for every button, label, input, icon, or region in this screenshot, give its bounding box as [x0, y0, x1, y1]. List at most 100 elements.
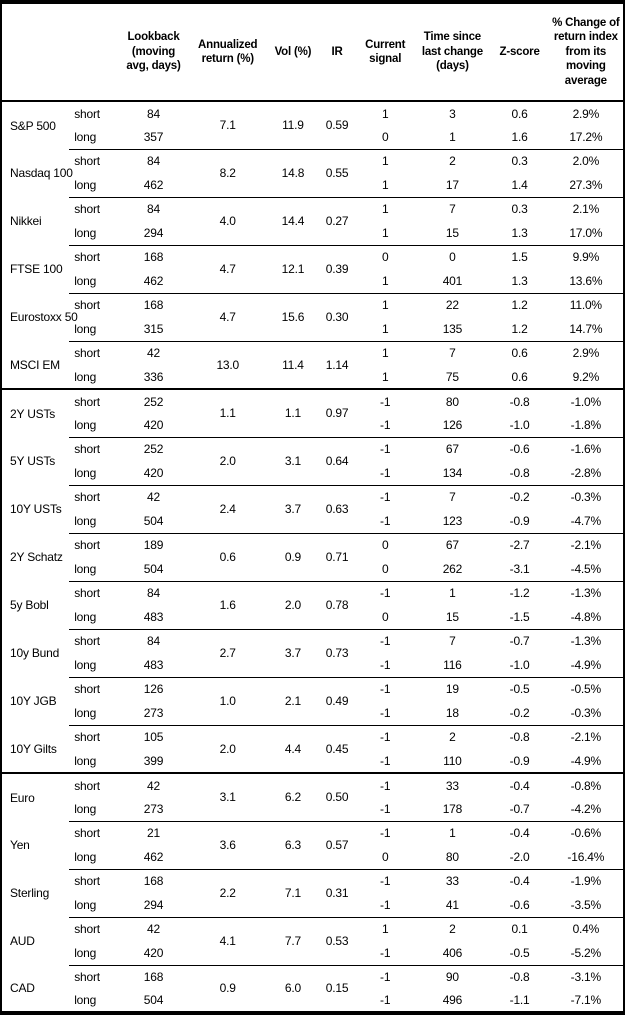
z-score-value: -0.5	[490, 941, 549, 966]
current-signal-value: 1	[356, 173, 415, 198]
ir-value: 0.31	[318, 869, 357, 918]
asset-row-short: MSCI EM short 42 13.0 11.4 1.14 1 7 0.6 2.9%	[1, 341, 624, 390]
annualized-return-value: 4.1	[187, 917, 268, 966]
current-signal-value: -1	[356, 653, 415, 678]
header-row-type	[69, 2, 120, 102]
time-since-change-value: 2	[449, 922, 456, 937]
row-type-label: long	[69, 461, 120, 486]
lookback-value: 21	[147, 826, 160, 841]
lookback-value: 462	[119, 269, 188, 294]
lookback-value: 252	[143, 442, 164, 457]
ir-value: 0.15	[318, 965, 357, 1014]
time-since-change-value: 33	[445, 778, 459, 793]
z-score-value: -1.5	[490, 605, 549, 630]
z-score-value: -0.5	[509, 682, 530, 697]
pct-change-value: -1.6%	[570, 442, 602, 457]
vol-value: 6.3	[267, 821, 318, 870]
pct-change-value: -1.8%	[548, 413, 624, 438]
asset-name: MSCI EM	[10, 357, 60, 372]
header-ir: IR	[318, 2, 357, 102]
time-since-change-value: 7	[449, 634, 456, 649]
row-type-label: short	[74, 154, 100, 169]
asset-row-long: long 462 1 17 1.4 27.3%	[1, 173, 624, 198]
header-current-signal: Current signal	[356, 2, 415, 102]
time-since-change-value: 67	[445, 442, 459, 457]
header-lookback: Lookback (moving avg, days)	[119, 2, 188, 102]
annualized-return-value: 7.1	[187, 101, 268, 150]
row-type-label: short	[74, 490, 100, 505]
current-signal-value: 0	[356, 605, 415, 630]
z-score-value: -3.1	[490, 557, 549, 582]
current-signal-value: -1	[380, 586, 391, 601]
asset-row-long: long 420 -1 406 -0.5 -5.2%	[1, 941, 624, 966]
vol-value: 14.4	[267, 197, 318, 246]
current-signal-value: -1	[356, 509, 415, 534]
annualized-return-value: 3.1	[187, 773, 268, 822]
pct-change-value: 9.9%	[572, 250, 600, 265]
current-signal-value: -1	[356, 797, 415, 822]
asset-row-short: FTSE 100 short 168 4.7 12.1 0.39 0 0 1.5 9.9%	[1, 245, 624, 294]
annualized-return-value: 0.9	[187, 965, 268, 1014]
lookback-value: 168	[143, 250, 164, 265]
row-type-label: long	[69, 941, 120, 966]
row-type-label: long	[69, 413, 120, 438]
current-signal-value: 1	[381, 106, 389, 121]
time-since-change-value: 1	[414, 125, 491, 150]
asset-row-long: long 336 1 75 0.6 9.2%	[1, 365, 624, 390]
asset-row-short: 10Y USTs short 42 2.4 3.7 0.63 -1 7 -0.2 -0.3%	[1, 485, 624, 534]
header-time-since: Time since last change (days)	[414, 2, 491, 102]
asset-name: 10Y Gilts	[10, 741, 57, 756]
pct-change-value: -4.8%	[548, 605, 624, 630]
time-since-change-value: 406	[414, 941, 491, 966]
asset-row-short: 5y Bobl short 84 1.6 2.0 0.78 -1 1 -1.2 -1.3%	[1, 581, 624, 630]
asset-row-long: long 504 -1 123 -0.9 -4.7%	[1, 509, 624, 534]
ir-value: 0.55	[318, 149, 357, 198]
lookback-value: 273	[119, 701, 188, 726]
vol-value: 6.2	[267, 773, 318, 822]
current-signal-value: -1	[380, 730, 391, 745]
annualized-return-value: 1.6	[187, 581, 268, 630]
z-score-value: -0.8	[509, 730, 530, 745]
row-type-label: short	[74, 298, 100, 313]
asset-row-short: CAD short 168 0.9 6.0 0.15 -1 90 -0.8 -3.1%	[1, 965, 624, 1014]
pct-change-value: -4.5%	[548, 557, 624, 582]
current-signal-value: -1	[380, 490, 391, 505]
time-since-change-value: 262	[414, 557, 491, 582]
pct-change-value: 14.7%	[548, 317, 624, 342]
lookback-value: 504	[119, 509, 188, 534]
lookback-value: 483	[119, 605, 188, 630]
time-since-change-value: 19	[445, 682, 459, 697]
annualized-return-value: 2.0	[187, 437, 268, 486]
asset-row-short: 2Y Schatz short 189 0.6 0.9 0.71 0 67 -2.7 -2.1%	[1, 533, 624, 582]
lookback-value: 273	[119, 797, 188, 822]
lookback-value: 483	[119, 653, 188, 678]
row-type-label: short	[74, 538, 100, 553]
lookback-value: 189	[143, 538, 164, 553]
vol-value: 11.9	[267, 101, 318, 150]
ir-value: 0.30	[318, 293, 357, 342]
row-type-label: long	[69, 125, 120, 150]
table-header: Lookback (moving avg, days) Annualized r…	[1, 2, 624, 102]
z-score-value: 0.6	[511, 106, 528, 121]
row-type-label: long	[69, 653, 120, 678]
time-since-change-value: 110	[414, 749, 491, 774]
asset-row-long: long 357 0 1 1.6 17.2%	[1, 125, 624, 150]
annualized-return-value: 13.0	[187, 341, 268, 390]
asset-row-long: long 462 0 80 -2.0 -16.4%	[1, 845, 624, 870]
time-since-change-value: 67	[445, 538, 459, 553]
asset-row-short: S&P 500 short 84 7.1 11.9 0.59 1 3 0.6 2.9%	[1, 101, 624, 150]
lookback-value: 84	[147, 154, 160, 169]
time-since-change-value: 123	[414, 509, 491, 534]
asset-row-long: long 315 1 135 1.2 14.7%	[1, 317, 624, 342]
current-signal-value: -1	[356, 701, 415, 726]
z-score-value: -1.1	[490, 989, 549, 1014]
ir-value: 0.27	[318, 197, 357, 246]
row-type-label: short	[74, 634, 100, 649]
section-equities: S&P 500 short 84 7.1 11.9 0.59 1 3 0.6 2.9% long 35…	[1, 101, 624, 390]
ir-value: 0.63	[318, 485, 357, 534]
lookback-value: 336	[119, 365, 188, 390]
asset-row-short: 10Y Gilts short 105 2.0 4.4 0.45 -1 2 -0.8 -2.1%	[1, 725, 624, 774]
asset-row-short: AUD short 42 4.1 7.7 0.53 1 2 0.1 0.4%	[1, 917, 624, 966]
